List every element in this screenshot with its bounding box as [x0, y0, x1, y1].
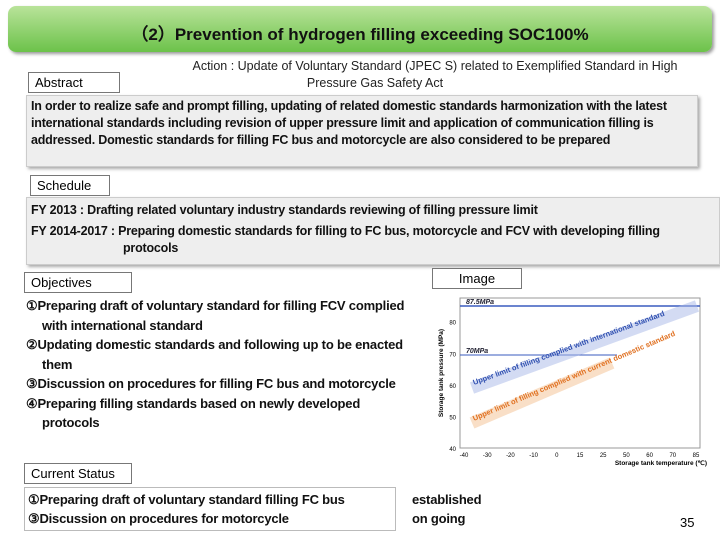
status-text: ①Preparing draft of voluntary standard f… — [28, 492, 345, 507]
y-tick-label: 60 — [449, 384, 456, 390]
y-tick-label: 40 — [449, 447, 456, 453]
title-bar — [8, 6, 712, 52]
x-tick-label: 15 — [577, 453, 584, 459]
schedule-box: FY 2013 : Drafting related voluntary ind… — [26, 197, 720, 265]
status-label: Current Status — [24, 463, 132, 484]
abstract-label: Abstract — [28, 72, 120, 93]
status-row: ③Discussion on procedures for motorcycle… — [28, 509, 718, 528]
status-text: ③Discussion on procedures for motorcycle — [28, 511, 289, 526]
schedule-label: Schedule — [30, 175, 110, 196]
x-tick-label: 85 — [693, 453, 700, 459]
action: Action : Update of Voluntary Standard (J… — [150, 58, 720, 92]
status-list: ①Preparing draft of voluntary standard f… — [28, 490, 718, 528]
x-tick-label: 60 — [646, 453, 653, 459]
x-tick-label: -10 — [529, 453, 538, 459]
action-line: Pressure Gas Safety Act — [306, 76, 444, 90]
x-tick-label: 25 — [600, 453, 607, 459]
schedule-line: FY 2013 : Drafting related voluntary ind… — [31, 203, 538, 217]
objectives-label: Objectives — [24, 272, 132, 293]
objective-item: ③Discussion on procedures for filling FC… — [26, 376, 396, 391]
objective-item: ④Preparing filling standards based on ne… — [26, 395, 361, 431]
x-axis-label: Storage tank temperature (℃) — [615, 459, 707, 467]
annotation: 87.5MPa — [466, 299, 494, 306]
x-tick-label: -20 — [506, 453, 515, 459]
x-tick-label: -40 — [460, 453, 469, 459]
y-axis-label: Storage tank pressure (MPa) — [438, 329, 445, 417]
y-tick-label: 50 — [449, 415, 456, 421]
objective-item: ②Updating domestic standards and followi… — [26, 337, 403, 372]
annotation: 70MPa — [466, 348, 488, 355]
image-label: Image — [432, 268, 522, 289]
action-line: Action : Update of Voluntary Standard (J… — [192, 59, 678, 73]
status-box — [24, 487, 396, 531]
x-tick-label: 70 — [669, 453, 676, 459]
abstract-box: In order to realize safe and prompt fill… — [26, 95, 698, 167]
x-tick-label: 0 — [555, 453, 559, 459]
schedule-line: FY 2014-2017 : Preparing domestic standa… — [31, 224, 660, 255]
status-state: on going — [412, 511, 466, 526]
objective-item: ①Preparing draft of voluntary standard f… — [26, 298, 405, 333]
x-tick-label: 50 — [623, 453, 630, 459]
y-tick-label: 80 — [449, 321, 456, 327]
band — [469, 300, 700, 394]
title: （2）Prevention of hydrogen filling exceed… — [131, 25, 589, 44]
status-row: ①Preparing draft of voluntary standard f… — [28, 490, 718, 509]
page-number: 35 — [680, 515, 695, 530]
status-state: established — [412, 492, 482, 507]
objectives-list: ①Preparing draft of voluntary standard f… — [26, 296, 411, 433]
y-tick-label: 70 — [449, 352, 456, 358]
band — [469, 357, 615, 429]
x-tick-label: -30 — [483, 453, 492, 459]
